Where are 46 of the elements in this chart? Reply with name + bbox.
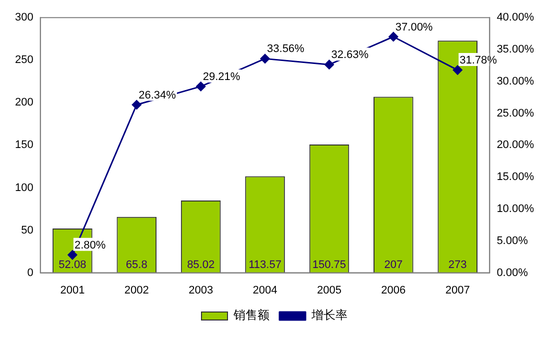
data-label: 65.8	[126, 258, 148, 271]
point	[388, 32, 398, 42]
x-tick-label: 2007	[445, 284, 470, 296]
data-label: 26.34%	[138, 89, 176, 102]
x-tick-label: 2004	[252, 284, 278, 296]
legend-label: 增长率	[310, 308, 348, 322]
data-label: 2.80%	[74, 239, 106, 252]
y-tick-label: 300	[14, 12, 34, 24]
point	[324, 60, 334, 70]
data-label: 85.02	[187, 258, 215, 271]
y-tick-label: 150	[14, 139, 34, 152]
data-label: 150.75	[312, 258, 346, 271]
data-label: 32.63%	[331, 49, 369, 62]
data-label: 31.78%	[460, 54, 498, 67]
x-tick-label: 2001	[60, 284, 85, 296]
y-tick-label: 50	[21, 224, 34, 236]
y2-tick-label: 35.00%	[496, 44, 534, 56]
data-label: 207	[384, 258, 403, 271]
y2-tick-label: 5.00%	[496, 234, 528, 247]
y2-tick-label: 15.00%	[496, 171, 534, 184]
y2-tick-label: 30.00%	[496, 75, 534, 88]
y2-tick-label: 0.00%	[496, 266, 528, 279]
data-label: 273	[448, 258, 467, 271]
data-label: 33.56%	[267, 43, 305, 56]
data-label: 113.57	[248, 258, 282, 271]
point	[260, 54, 270, 64]
x-tick-label: 2002	[124, 284, 149, 296]
data-label: 29.21%	[202, 70, 240, 83]
x-tick-label: 2006	[381, 284, 406, 296]
point	[196, 82, 206, 92]
y2-tick-label: 20.00%	[496, 139, 534, 152]
y2-tick-label: 40.00%	[496, 12, 534, 24]
y2-tick-label: 10.00%	[496, 203, 534, 216]
point	[132, 100, 142, 110]
y-tick-label: 0	[27, 266, 34, 279]
point	[452, 65, 462, 75]
x-tick-label: 2003	[188, 284, 214, 296]
data-label: 52.08	[58, 258, 86, 271]
point	[68, 250, 78, 260]
y-tick-label: 200	[14, 96, 34, 109]
y-tick-label: 100	[14, 182, 34, 194]
legend-label: 销售额	[232, 308, 270, 322]
y-tick-label: 250	[14, 54, 34, 66]
y2-tick-label: 25.00%	[496, 107, 534, 120]
x-tick-label: 2005	[316, 284, 342, 296]
data-label: 37.00%	[395, 21, 433, 34]
